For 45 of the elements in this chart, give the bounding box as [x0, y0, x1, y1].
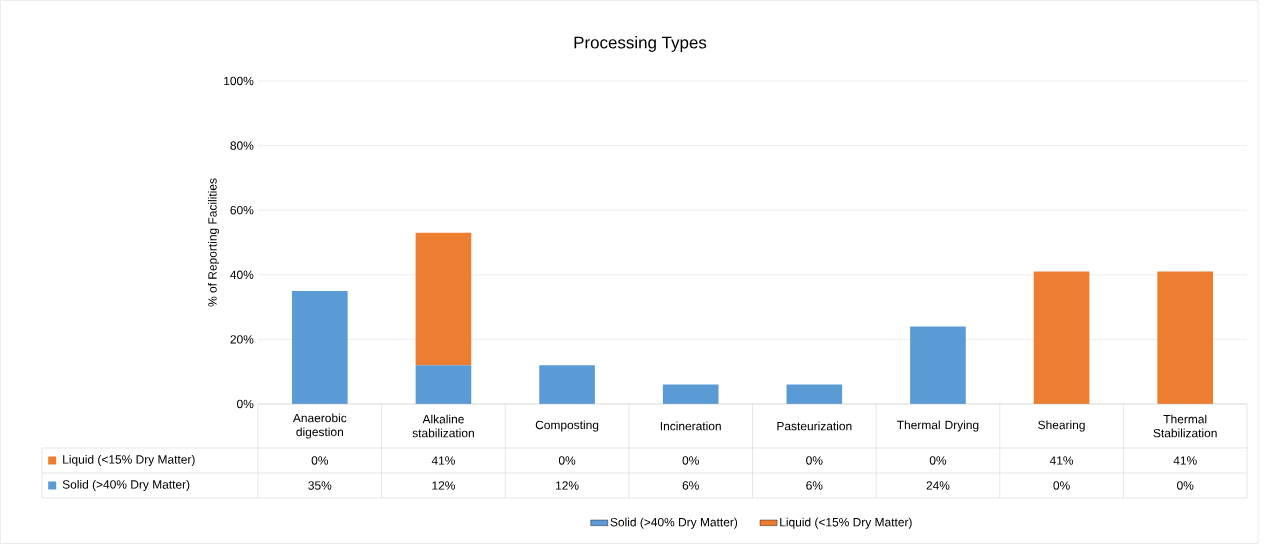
bar [910, 326, 966, 404]
y-axis-title: % of Reporting Facilities [207, 178, 220, 307]
bar [662, 384, 719, 404]
data-label: 0% [1053, 481, 1070, 490]
x-tick-label: Shearing [1038, 420, 1085, 432]
bar [786, 384, 843, 404]
text: Solid (>40% Dry Matter) [62, 479, 190, 492]
y-tick-label: 60% [230, 205, 254, 215]
y-tick-label: 80% [230, 141, 254, 150]
bar [539, 365, 595, 404]
data-label: 0% [806, 456, 823, 465]
y-tick-label: 0% [237, 399, 254, 409]
text: Liquid (<15% Dry Matter) [63, 454, 195, 467]
x-tick-label: Pasteurization [777, 421, 852, 431]
data-label: 0% [682, 456, 699, 465]
y-tick-label: 40% [230, 270, 254, 280]
legend-label: Liquid (<15% Dry Matter) [780, 517, 912, 529]
bar [415, 232, 472, 366]
data-label: 6% [806, 481, 823, 490]
data-label: 0% [558, 456, 576, 465]
bar [415, 365, 472, 404]
y-tick-label: 20% [230, 335, 254, 344]
data-label: 0% [929, 456, 947, 465]
data-label: 0% [1177, 481, 1194, 490]
chart-title: Processing Types [574, 36, 707, 52]
data-label: 0% [311, 456, 329, 465]
bar [1157, 271, 1214, 404]
data-label: 12% [432, 481, 455, 490]
x-tick-label: Anaerobic digestion [292, 413, 347, 439]
x-tick-label: Incineration [660, 421, 721, 431]
data-label: 6% [682, 481, 699, 490]
x-tick-label: Thermal Drying [897, 420, 979, 432]
data-label: 41% [1173, 456, 1197, 465]
data-label: 35% [308, 481, 332, 490]
data-label: 41% [1049, 456, 1074, 465]
data-label: 12% [556, 481, 579, 490]
data-label: 41% [431, 456, 455, 465]
bar [292, 290, 348, 404]
x-tick-label: Composting [535, 420, 599, 432]
x-tick-label: Alkaline stabilization [412, 414, 474, 438]
data-label: 24% [926, 481, 950, 490]
y-tick-label: 100% [224, 76, 254, 86]
bar [1033, 271, 1090, 404]
x-tick-label: Thermal Stabilization [1153, 414, 1217, 438]
legend-label: Solid (>40% Dry Matter) [610, 517, 738, 529]
